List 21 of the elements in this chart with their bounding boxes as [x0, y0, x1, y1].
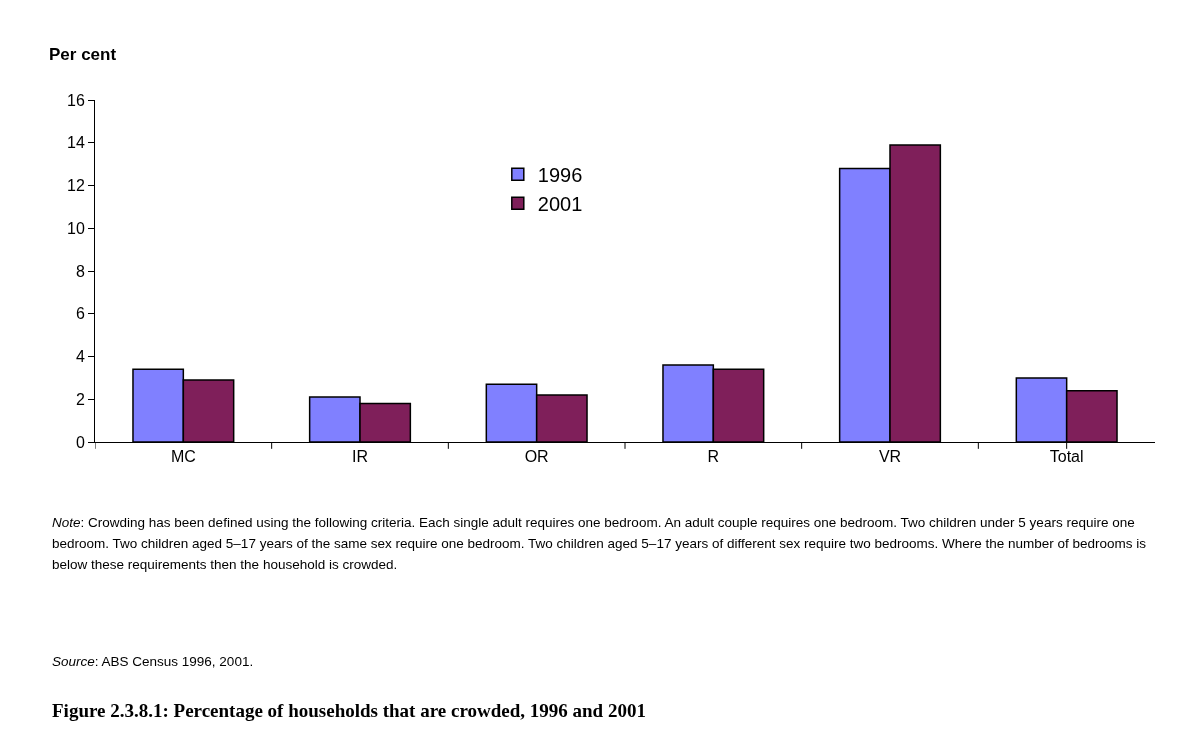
y-tick-label: 0	[75, 433, 85, 451]
y-tick-label: 6	[75, 305, 85, 323]
x-tick-label: Total	[1049, 448, 1084, 466]
text: Figure 2.3.8.1: Percentage of households that are crowded, 1996 and 2001	[52, 700, 646, 722]
source-note: Source: ABS Census 1996, 2001.	[52, 653, 255, 671]
x-tick-label: R	[707, 448, 720, 466]
y-tick-label: 2	[75, 390, 85, 408]
legend-label: 1996	[537, 164, 583, 187]
legend-label: 2001	[537, 193, 583, 216]
y-axis-title: Per cent	[49, 45, 117, 64]
x-tick-label: VR	[878, 448, 902, 466]
y-tick-label: 4	[75, 348, 85, 366]
x-tick-label: MC	[170, 448, 196, 466]
y-tick-label: 14	[67, 134, 85, 152]
y-tick-label: 12	[67, 177, 85, 195]
y-tick-label: 8	[75, 262, 85, 280]
x-tick-label: IR	[352, 448, 368, 466]
text: Note: Crowding has been defined using the following criteria. Each single adult requires one bedroom. An adult couple requires one bedroom. Two children under 5 years require one bedroom. Two children aged 5–17 years of the same sex require one bedroom. Two children aged 5–17 years of different sex require two bedrooms. Where the number of bedrooms is below these requirements then the household is crowded.	[52, 514, 1148, 574]
y-tick-label: 16	[67, 91, 85, 109]
x-tick-label: OR	[524, 448, 549, 466]
y-tick-label: 10	[67, 219, 85, 237]
